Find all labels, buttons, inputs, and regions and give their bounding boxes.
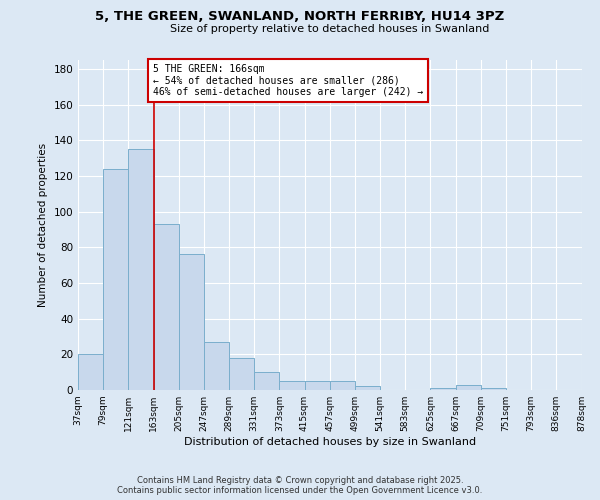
Bar	[204, 342, 229, 390]
Bar	[154, 224, 179, 390]
Bar	[103, 169, 128, 390]
Bar	[179, 254, 204, 390]
Bar	[305, 381, 330, 390]
Bar	[481, 388, 506, 390]
Bar	[455, 384, 481, 390]
Title: Size of property relative to detached houses in Swanland: Size of property relative to detached ho…	[170, 24, 490, 34]
Bar	[330, 381, 355, 390]
Bar	[254, 372, 280, 390]
Bar	[280, 381, 305, 390]
Text: 5, THE GREEN, SWANLAND, NORTH FERRIBY, HU14 3PZ: 5, THE GREEN, SWANLAND, NORTH FERRIBY, H…	[95, 10, 505, 23]
Y-axis label: Number of detached properties: Number of detached properties	[38, 143, 48, 307]
Bar	[430, 388, 455, 390]
Bar	[229, 358, 254, 390]
Text: 5 THE GREEN: 166sqm
← 54% of detached houses are smaller (286)
46% of semi-detac: 5 THE GREEN: 166sqm ← 54% of detached ho…	[153, 64, 423, 97]
Bar	[355, 386, 380, 390]
Bar	[78, 354, 103, 390]
X-axis label: Distribution of detached houses by size in Swanland: Distribution of detached houses by size …	[184, 437, 476, 447]
Text: Contains HM Land Registry data © Crown copyright and database right 2025.
Contai: Contains HM Land Registry data © Crown c…	[118, 476, 482, 495]
Bar	[128, 149, 154, 390]
